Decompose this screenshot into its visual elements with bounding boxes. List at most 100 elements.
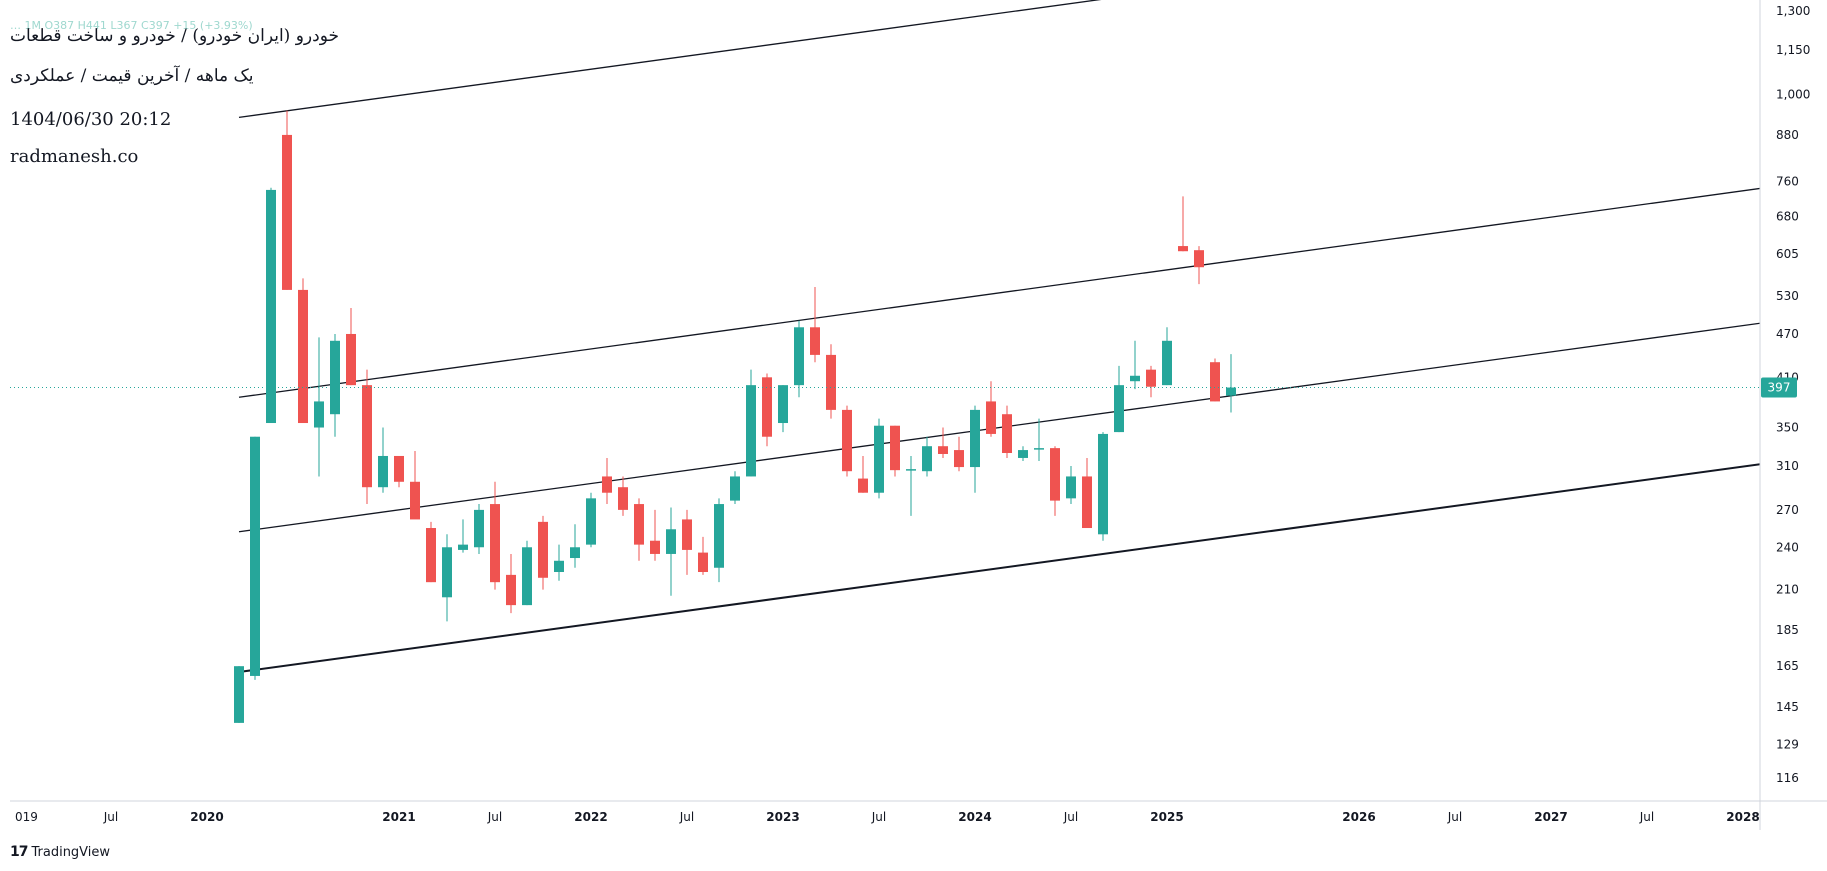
candle[interactable] bbox=[234, 666, 244, 723]
candle[interactable] bbox=[522, 540, 532, 606]
trendline-1[interactable] bbox=[238, 308, 1827, 533]
candle[interactable] bbox=[330, 333, 340, 437]
candle[interactable] bbox=[1130, 340, 1140, 390]
candle[interactable] bbox=[698, 536, 708, 575]
x-tick-label: Jul bbox=[1639, 810, 1654, 824]
candle[interactable] bbox=[1018, 446, 1028, 461]
trendline-0[interactable] bbox=[238, 449, 1827, 673]
x-tick-label: Jul bbox=[1447, 810, 1462, 824]
candle[interactable] bbox=[778, 385, 788, 433]
candle[interactable] bbox=[250, 436, 260, 680]
candle[interactable] bbox=[378, 427, 388, 493]
y-tick-label: 760 bbox=[1776, 174, 1799, 188]
symbol-title: خودرو (ایران خودرو) / خودرو و ساخت قطعات bbox=[10, 26, 339, 46]
candle[interactable] bbox=[1082, 457, 1092, 529]
y-tick-label: 270 bbox=[1776, 503, 1799, 517]
candle[interactable] bbox=[922, 436, 932, 477]
candle[interactable] bbox=[586, 492, 596, 548]
candle[interactable] bbox=[842, 405, 852, 477]
candle[interactable] bbox=[362, 369, 372, 505]
candle[interactable] bbox=[970, 405, 980, 493]
y-tick-label: 880 bbox=[1776, 128, 1799, 142]
y-tick-label: 1,000 bbox=[1776, 87, 1810, 101]
tradingview-logo-icon: 17 bbox=[10, 844, 29, 860]
y-tick-label: 240 bbox=[1776, 540, 1799, 554]
candle[interactable] bbox=[1050, 446, 1060, 516]
candle[interactable] bbox=[474, 504, 484, 554]
x-tick-label: Jul bbox=[103, 810, 118, 824]
x-tick-label: Jul bbox=[679, 810, 694, 824]
candle[interactable] bbox=[810, 286, 820, 363]
y-tick-label: 1,150 bbox=[1776, 43, 1810, 57]
x-tick-label: 019 bbox=[15, 810, 38, 824]
y-tick-label: 310 bbox=[1776, 459, 1799, 473]
candle[interactable] bbox=[1066, 466, 1076, 505]
candle[interactable] bbox=[410, 451, 420, 520]
candle[interactable] bbox=[746, 369, 756, 477]
y-tick-label: 185 bbox=[1776, 623, 1799, 637]
candle[interactable] bbox=[682, 509, 692, 575]
candle[interactable] bbox=[394, 455, 404, 488]
candle[interactable] bbox=[1146, 365, 1156, 398]
x-tick-label: Jul bbox=[487, 810, 502, 824]
datetime-label: 1404/06/30 20:12 bbox=[10, 109, 172, 130]
candle[interactable] bbox=[602, 457, 612, 505]
y-tick-label: 530 bbox=[1776, 289, 1799, 303]
last-price-tag-bg bbox=[1761, 377, 1797, 398]
candle[interactable] bbox=[986, 381, 996, 437]
candle[interactable] bbox=[554, 544, 564, 581]
tradingview-brand[interactable]: 17 TradingView bbox=[10, 844, 110, 860]
candle[interactable] bbox=[282, 110, 292, 290]
candle[interactable] bbox=[426, 521, 436, 583]
candle[interactable] bbox=[1002, 405, 1012, 458]
candle[interactable] bbox=[858, 455, 868, 493]
x-tick-label: Jul bbox=[871, 810, 886, 824]
candle[interactable] bbox=[506, 553, 516, 614]
candle[interactable] bbox=[730, 471, 740, 505]
candle[interactable] bbox=[618, 476, 628, 516]
x-tick-label: 2021 bbox=[382, 810, 415, 824]
website-label: radmanesh.co bbox=[10, 146, 139, 167]
candle[interactable] bbox=[458, 519, 468, 553]
candle[interactable] bbox=[826, 344, 836, 419]
candle[interactable] bbox=[1194, 246, 1204, 285]
candle[interactable] bbox=[1098, 432, 1108, 541]
candle[interactable] bbox=[266, 187, 276, 424]
candle[interactable] bbox=[762, 373, 772, 447]
candle[interactable] bbox=[794, 320, 804, 398]
candle[interactable] bbox=[906, 455, 916, 516]
candle[interactable] bbox=[954, 436, 964, 472]
candle[interactable] bbox=[890, 425, 900, 477]
trendline-2[interactable] bbox=[238, 173, 1827, 398]
candles bbox=[234, 110, 1236, 723]
y-tick-label: 350 bbox=[1776, 421, 1799, 435]
candle[interactable] bbox=[650, 509, 660, 561]
candle[interactable] bbox=[874, 418, 884, 499]
candle[interactable] bbox=[634, 498, 644, 561]
y-tick-label: 210 bbox=[1776, 583, 1799, 597]
candle[interactable] bbox=[1034, 418, 1044, 461]
y-tick-label: 470 bbox=[1776, 327, 1799, 341]
x-tick-label: 2026 bbox=[1342, 810, 1375, 824]
x-tick-label: 2025 bbox=[1150, 810, 1183, 824]
candle[interactable] bbox=[346, 308, 356, 386]
y-tick-label: 605 bbox=[1776, 247, 1799, 261]
candle[interactable] bbox=[1210, 358, 1220, 402]
candle[interactable] bbox=[1162, 327, 1172, 386]
candle[interactable] bbox=[442, 534, 452, 622]
candle[interactable] bbox=[666, 507, 676, 596]
candle[interactable] bbox=[298, 278, 308, 424]
trendline-3[interactable] bbox=[238, 0, 1827, 119]
trendlines bbox=[238, 0, 1827, 673]
candle[interactable] bbox=[1178, 196, 1188, 252]
candle[interactable] bbox=[538, 515, 548, 590]
candle[interactable] bbox=[1114, 365, 1124, 433]
axes bbox=[10, 0, 1827, 830]
candle[interactable] bbox=[714, 498, 724, 583]
candle[interactable] bbox=[1226, 354, 1236, 413]
candle[interactable] bbox=[938, 427, 948, 458]
candle[interactable] bbox=[314, 337, 324, 477]
candle[interactable] bbox=[490, 481, 500, 590]
candle[interactable] bbox=[570, 524, 580, 568]
